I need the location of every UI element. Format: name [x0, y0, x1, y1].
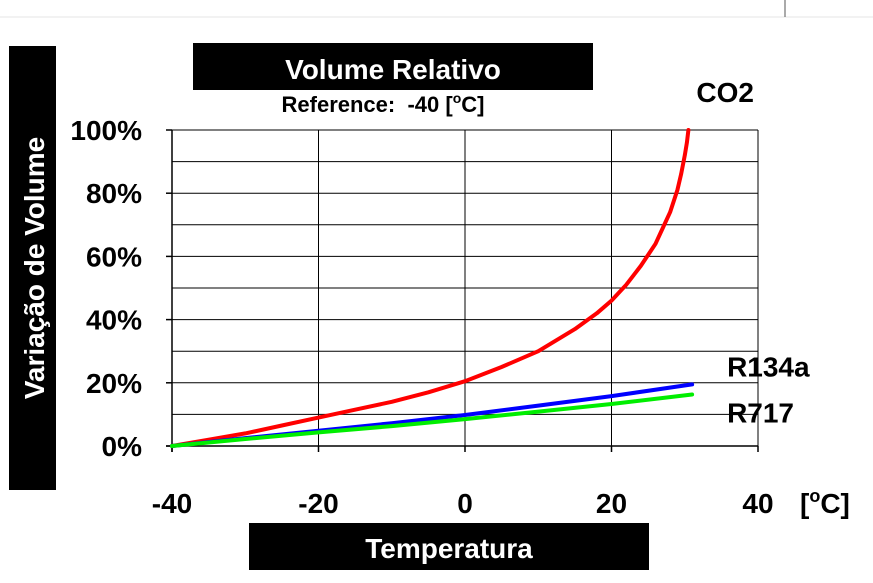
series-label-r717: R717: [727, 397, 794, 428]
series-lines: [170, 128, 695, 448]
ylabel-banner: [9, 46, 56, 490]
xlabel-banner: [249, 523, 649, 570]
series-line-r717: [170, 392, 695, 448]
y-tick-label: 0%: [102, 431, 143, 462]
x-tick-label: 0: [457, 488, 473, 519]
y-tick-label: 100%: [70, 115, 142, 146]
x-unit-label: [oC]: [800, 486, 850, 519]
chart-subtitle: Reference: -40 [oC]: [282, 90, 485, 117]
y-tick-label: 80%: [86, 178, 142, 209]
x-tick-label: 40: [742, 488, 773, 519]
y-axis-label: Variação de Volume: [19, 137, 50, 400]
x-axis-label: Temperatura: [365, 533, 533, 564]
series-line-co2: [170, 128, 691, 448]
y-tick-label: 20%: [86, 368, 142, 399]
series-labels: CO2 R134a R717: [696, 77, 810, 428]
x-tick-label: 20: [596, 488, 627, 519]
series-label-co2: CO2: [696, 77, 754, 108]
y-tick-label: 40%: [86, 305, 142, 336]
series-label-r134a: R134a: [727, 351, 810, 382]
title-banner: [193, 43, 593, 90]
tick-labels: 0% 20% 40% 60% 80% 100% -40 -20 0 20 40: [70, 115, 773, 519]
x-tick-label: -40: [152, 488, 192, 519]
y-tick-label: 60%: [86, 241, 142, 272]
chart-title: Volume Relativo: [285, 54, 501, 85]
x-tick-label: -20: [298, 488, 338, 519]
